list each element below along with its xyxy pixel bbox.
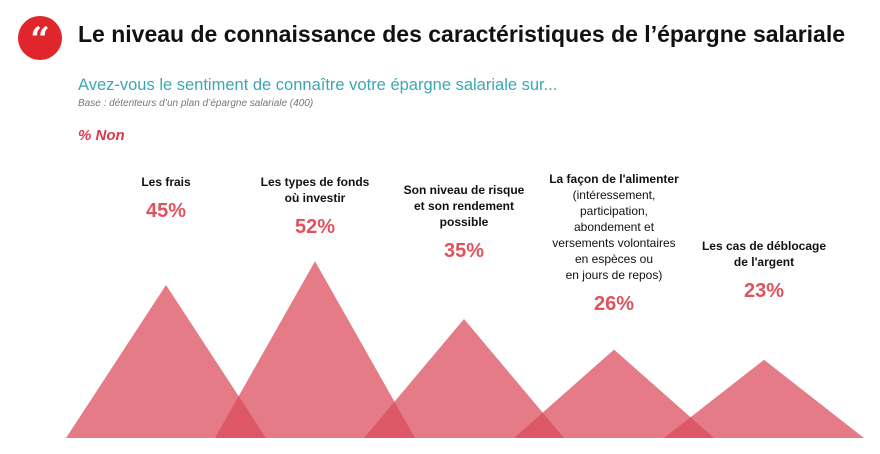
category-label: Les frais <box>141 175 191 189</box>
overlap-mark <box>514 412 564 438</box>
triangle-mark <box>514 349 714 438</box>
quote-icon: “ <box>18 16 62 60</box>
category-label: Les cas de déblocage de l'argent <box>701 239 827 269</box>
value-label: 45% <box>145 200 187 222</box>
overlap-mark <box>215 396 266 438</box>
base-note: Base : détenteurs d’un plan d’épargne sa… <box>78 98 314 109</box>
overlap-mark <box>364 401 415 438</box>
value-label: 52% <box>294 216 336 238</box>
triangle-mark <box>364 319 564 438</box>
page-title: Le niveau de connaissance des caractéris… <box>78 21 846 47</box>
percent-no-label: % Non <box>78 127 125 144</box>
triangle-mark <box>664 359 864 438</box>
category-label: Son niveau de risque et son rendement poss… <box>403 183 525 229</box>
triangle-mark <box>66 285 266 438</box>
question-subtitle: Avez-vous le sentiment de connaître votr… <box>78 76 558 94</box>
triangle-mark <box>215 261 415 438</box>
overlap-mark <box>664 417 714 438</box>
value-label: 23% <box>743 280 785 302</box>
category-label: Les types de fonds où investir <box>260 175 370 205</box>
value-label: 26% <box>593 293 635 315</box>
value-label: 35% <box>443 240 485 262</box>
category-label: La façon de l'alimenter (intéressement, pa… <box>549 172 679 282</box>
